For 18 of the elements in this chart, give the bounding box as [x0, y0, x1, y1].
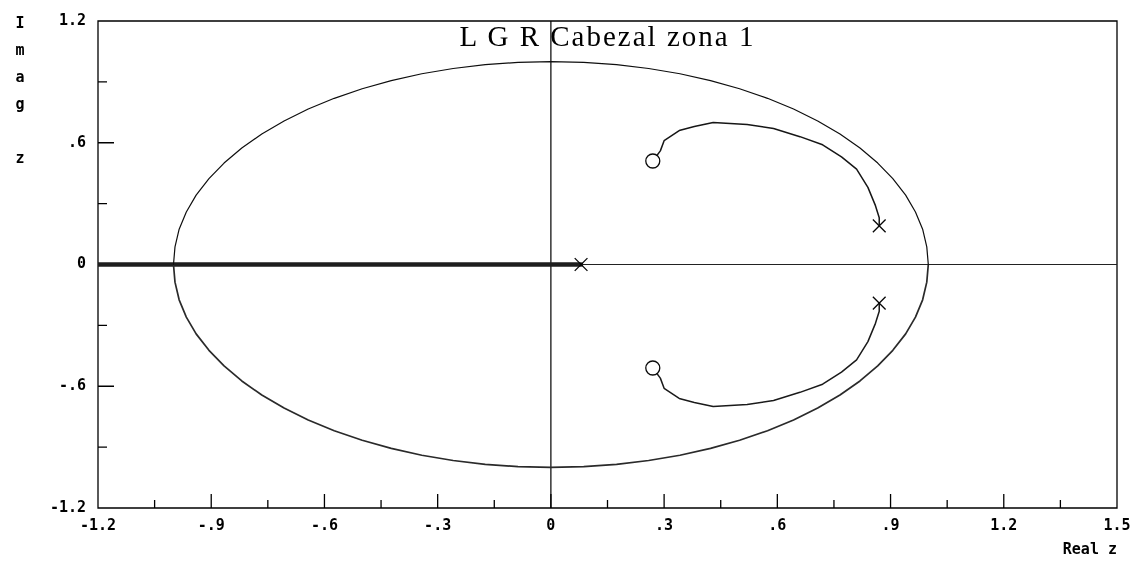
y-tick-label: -1.2: [49, 497, 86, 516]
x-tick-label: .9: [881, 515, 900, 534]
x-tick-label: -1.2: [79, 515, 117, 534]
x-tick-label: -.9: [197, 515, 225, 534]
x-tick-label: .6: [768, 515, 787, 534]
y-tick-label: -.6: [58, 376, 86, 395]
x-tick-label: 1.5: [1103, 515, 1131, 534]
y-axis-title: Imag z: [11, 14, 29, 176]
chart-title: L G R Cabezal zona 1: [459, 20, 756, 53]
x-tick-label: -.3: [424, 515, 452, 534]
y-tick-label: 1.2: [58, 10, 86, 29]
x-tick-label: -.6: [310, 515, 338, 534]
x-tick-label: 0: [546, 515, 556, 534]
x-tick-label: .3: [655, 515, 674, 534]
x-axis-title: Real z: [1062, 539, 1117, 558]
x-tick-label: 1.2: [990, 515, 1018, 534]
y-tick-label: .6: [67, 132, 86, 151]
y-tick-label: 0: [76, 254, 86, 273]
